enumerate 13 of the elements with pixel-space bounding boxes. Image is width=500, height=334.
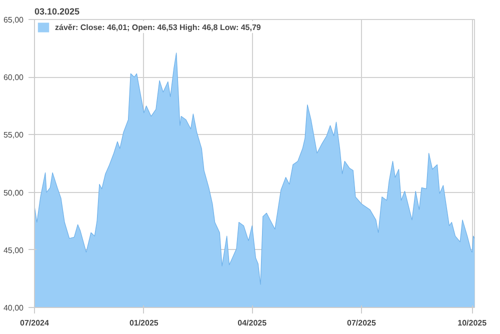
x-tick-label: 01/2025 [129, 318, 159, 328]
y-tick-label: 45,00 [3, 246, 24, 255]
y-tick-label: 50,00 [3, 188, 24, 198]
x-tick-label: 10/2025 [458, 318, 488, 328]
y-tick-label: 60,00 [3, 73, 24, 82]
y-tick-label: 55,00 [3, 130, 24, 140]
x-tick-label: 07/2024 [20, 318, 50, 328]
x-tick-label: 07/2025 [347, 318, 377, 328]
y-tick-label: 65,00 [3, 16, 24, 24]
y-tick-label: 40,00 [3, 304, 24, 312]
x-tick-label: 04/2025 [238, 318, 268, 328]
chart-title: 03.10.2025 [34, 6, 80, 16]
legend-label: závěr: Close: 46,01; Open: 46,53 High: 46,8 Low: 45,79 [55, 22, 261, 32]
